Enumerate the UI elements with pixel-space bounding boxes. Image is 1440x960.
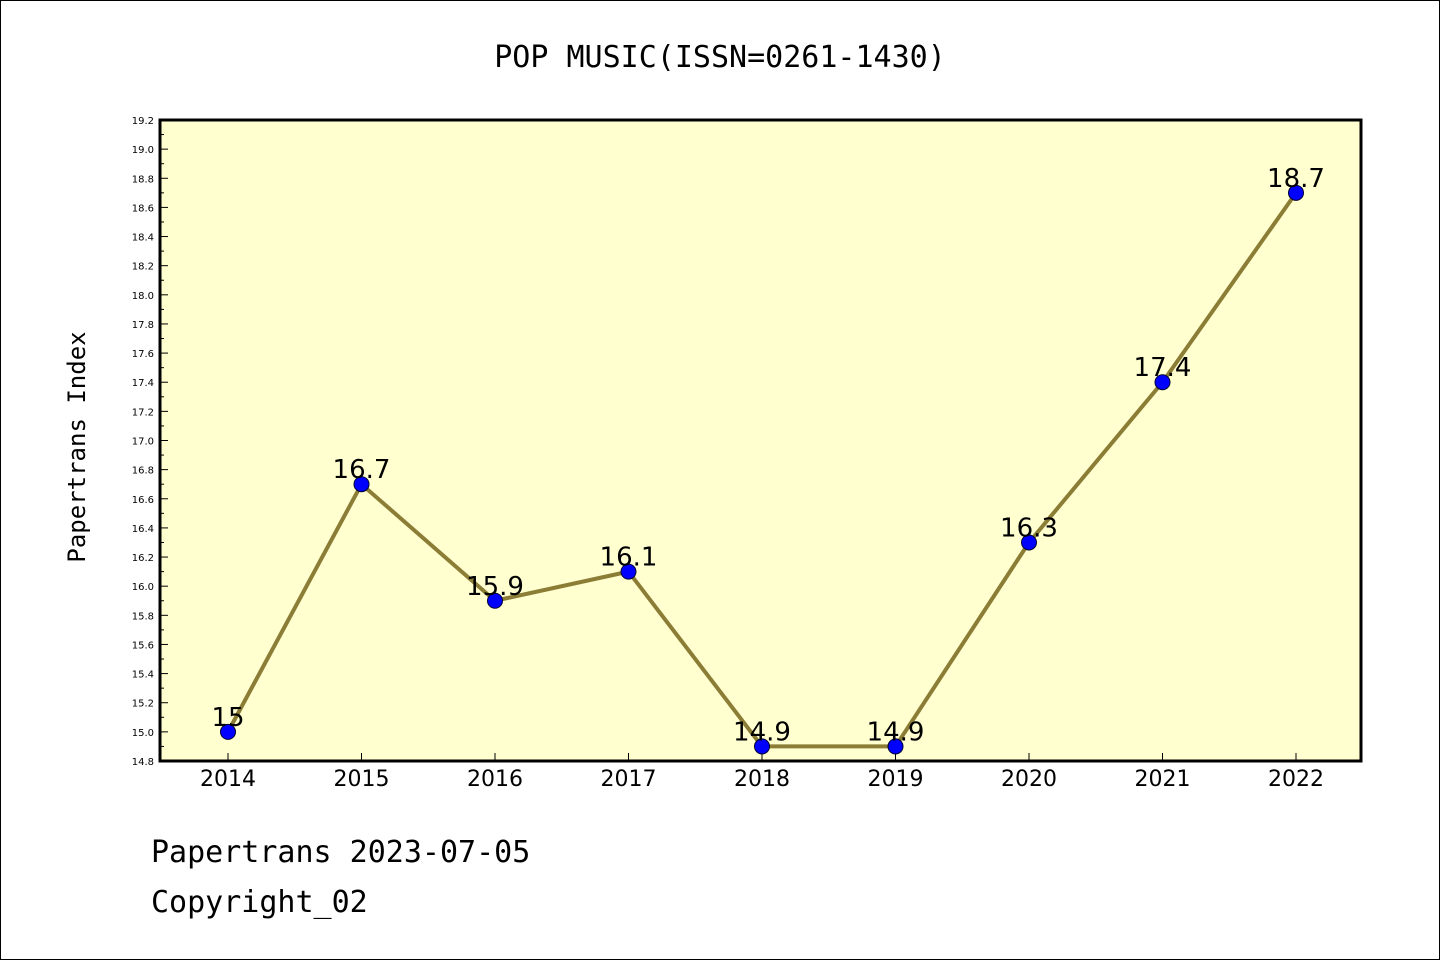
data-label: 14.9 (733, 717, 791, 747)
data-point-marker (887, 738, 904, 755)
data-label: 14.9 (867, 717, 925, 747)
data-point-marker (754, 738, 770, 755)
y-tick-label: 17.2 (132, 407, 154, 418)
y-tick-label: 15.4 (132, 670, 154, 681)
footer-date: Papertrans 2023-07-05 (151, 835, 531, 870)
data-point-marker (353, 476, 370, 493)
data-label: 16.1 (600, 543, 658, 573)
y-tick-label: 17.8 (132, 320, 154, 331)
data-label: 15 (211, 703, 244, 733)
y-tick-label: 15.2 (132, 699, 154, 710)
x-tick-label: 2016 (467, 767, 523, 792)
y-tick-label: 15.6 (132, 640, 154, 651)
x-tick-label: 2021 (1135, 767, 1191, 792)
data-point-marker (487, 592, 503, 609)
y-tick-label: 18.0 (132, 291, 154, 302)
data-series: 15 16.7 15.9 16.1 14.9 14.9 16.3 17.4 18.7 (211, 164, 1325, 755)
y-tick-label: 19.0 (132, 145, 154, 156)
y-tick-label: 15.8 (132, 611, 154, 622)
plot-border (158, 118, 1363, 763)
chart-title: POP MUSIC(ISSN=0261-1430) (494, 40, 946, 75)
y-tick-label: 18.6 (132, 203, 154, 214)
x-tick-label: 2015 (334, 767, 390, 792)
y-tick-label: 15.0 (132, 728, 154, 739)
data-label: 16.3 (1000, 513, 1058, 543)
y-tick-label: 17.4 (132, 378, 154, 389)
y-tick-label: 16.4 (132, 524, 154, 535)
data-point-marker (1154, 374, 1171, 391)
data-point-marker (1288, 184, 1304, 201)
y-tick-label: 18.4 (132, 233, 154, 244)
data-point-marker (1021, 534, 1037, 551)
x-tick-label: 2014 (200, 767, 256, 792)
y-tick-label: 18.8 (132, 174, 154, 185)
data-label: 15.9 (466, 572, 524, 602)
x-tick-label: 2022 (1268, 767, 1324, 792)
data-label: 17.4 (1134, 353, 1192, 383)
data-label: 16.7 (333, 455, 391, 485)
y-tick-label: 17.6 (132, 349, 154, 360)
y-tick-label: 19.2 (132, 116, 154, 127)
y-tick-label: 16.6 (132, 495, 154, 506)
y-tick-label: 18.2 (132, 262, 154, 273)
plot-area (160, 120, 1361, 761)
footer-copyright: Copyright_02 (151, 885, 368, 920)
y-tick-label: 16.8 (132, 466, 154, 477)
x-tick-label: 2018 (734, 767, 790, 792)
x-tick-label: 2017 (601, 767, 657, 792)
axis-ticks: 14.8 15.0 15.2 15.4 15.6 15.8 16.0 16.2 16.4 16.6… (132, 116, 1324, 792)
data-point-marker (220, 723, 236, 740)
y-tick-label: 16.0 (132, 582, 154, 593)
data-label: 18.7 (1267, 164, 1325, 194)
y-tick-label: 16.2 (132, 553, 154, 564)
x-tick-label: 2019 (868, 767, 924, 792)
data-point-marker (620, 563, 637, 580)
y-tick-label: 17.0 (132, 437, 154, 448)
y-axis-label: Papertrans Index (63, 331, 91, 562)
y-tick-label: 14.8 (132, 757, 154, 768)
x-tick-label: 2020 (1001, 767, 1057, 792)
